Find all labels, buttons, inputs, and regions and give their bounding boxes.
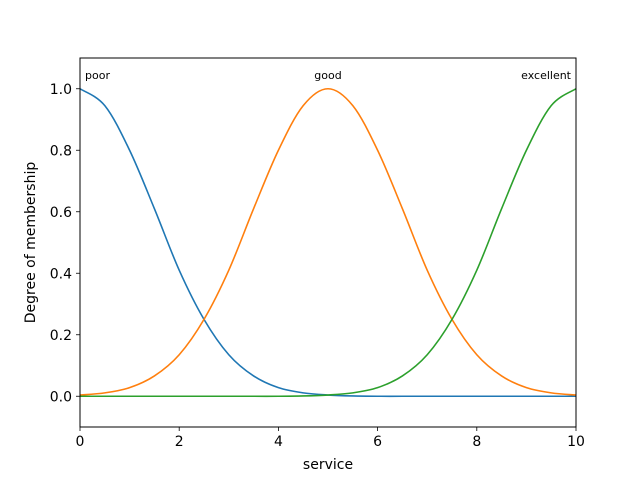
annotation-excellent: excellent [521,69,572,82]
series-line-good [79,87,577,396]
y-tick-label: 0.8 [50,143,72,159]
annotation-layer: poor good excellent [85,69,572,82]
x-axis-label: service [303,457,353,473]
x-axis-ticks: 0 2 4 6 8 10 [76,427,585,450]
x-tick-label: 4 [274,434,283,450]
y-tick-label: 0.4 [50,266,72,282]
x-tick-label: 0 [76,434,85,450]
annotation-poor: poor [85,69,110,82]
y-axis-label: Degree of membership [23,162,39,324]
x-tick-label: 8 [472,434,481,450]
series-line-excellent [80,88,577,398]
plot-frame [79,57,577,428]
y-tick-label: 0.0 [50,389,72,405]
y-tick-label: 1.0 [50,82,72,98]
annotation-good: good [314,69,341,82]
y-tick-label: 0.2 [50,328,72,344]
y-axis-ticks: 0.0 0.2 0.4 0.6 0.8 1.0 [50,82,80,405]
x-tick-label: 2 [175,434,184,450]
x-tick-label: 10 [567,434,585,450]
x-tick-label: 6 [373,434,382,450]
y-tick-label: 0.6 [50,205,72,221]
series-layer [79,87,577,398]
